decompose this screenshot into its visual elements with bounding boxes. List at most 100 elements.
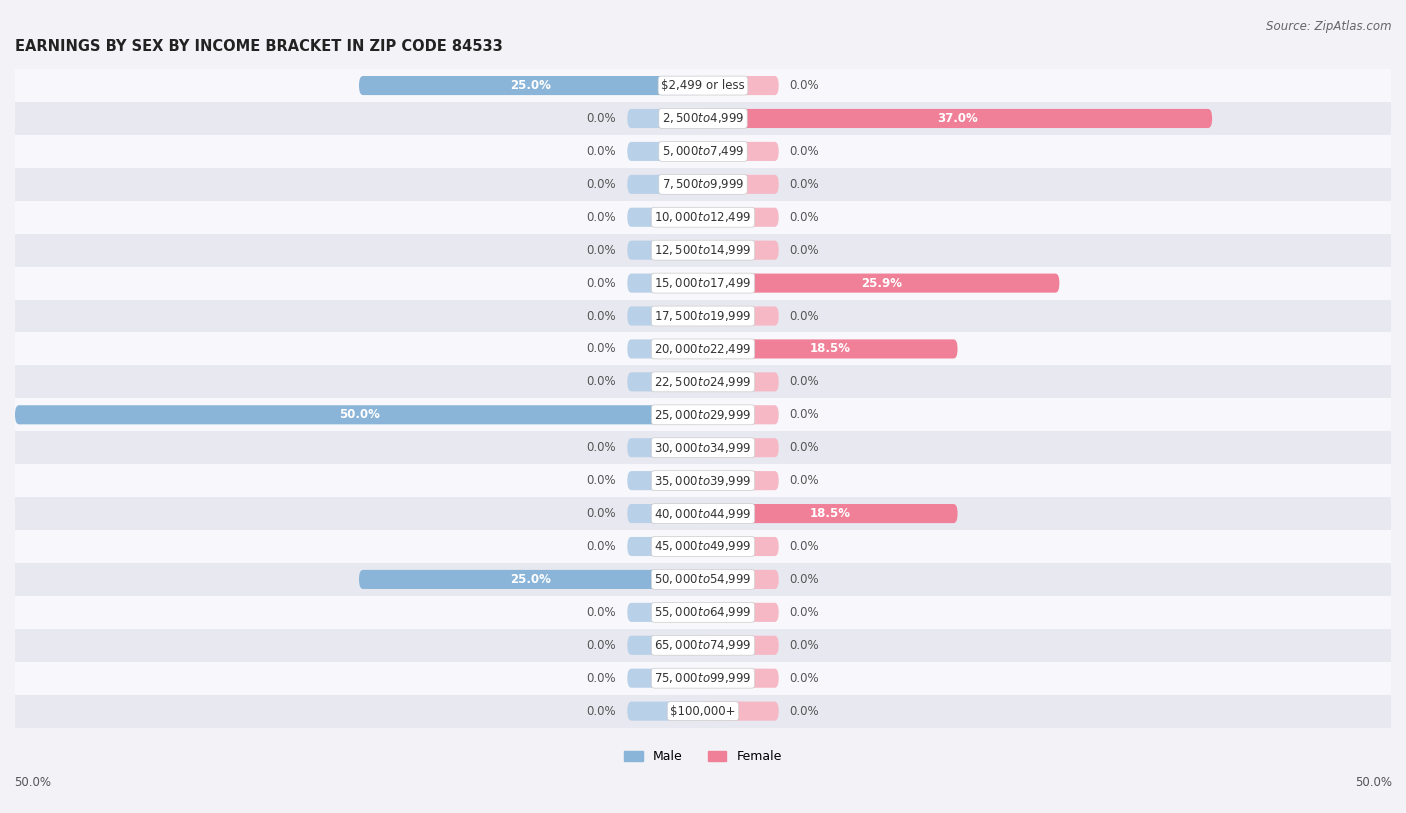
Text: 0.0%: 0.0% <box>586 639 616 652</box>
Text: 0.0%: 0.0% <box>586 705 616 718</box>
Bar <box>15 233 1391 267</box>
Bar <box>15 267 1391 299</box>
Text: 0.0%: 0.0% <box>586 474 616 487</box>
Text: 0.0%: 0.0% <box>790 540 820 553</box>
FancyBboxPatch shape <box>703 109 1212 128</box>
FancyBboxPatch shape <box>627 471 703 490</box>
Bar <box>15 398 1391 431</box>
Text: 0.0%: 0.0% <box>586 342 616 355</box>
FancyBboxPatch shape <box>703 307 779 325</box>
FancyBboxPatch shape <box>703 471 779 490</box>
Bar <box>15 662 1391 694</box>
Text: 0.0%: 0.0% <box>586 507 616 520</box>
FancyBboxPatch shape <box>627 602 703 622</box>
Bar <box>15 563 1391 596</box>
Text: 0.0%: 0.0% <box>790 145 820 158</box>
Text: $35,000 to $39,999: $35,000 to $39,999 <box>654 474 752 488</box>
FancyBboxPatch shape <box>627 668 703 688</box>
Text: 0.0%: 0.0% <box>790 376 820 389</box>
FancyBboxPatch shape <box>703 702 779 720</box>
Text: 0.0%: 0.0% <box>586 441 616 454</box>
FancyBboxPatch shape <box>703 141 779 161</box>
Text: 50.0%: 50.0% <box>339 408 380 421</box>
FancyBboxPatch shape <box>703 372 779 391</box>
Text: $12,500 to $14,999: $12,500 to $14,999 <box>654 243 752 257</box>
FancyBboxPatch shape <box>627 438 703 457</box>
Text: $45,000 to $49,999: $45,000 to $49,999 <box>654 540 752 554</box>
FancyBboxPatch shape <box>627 339 703 359</box>
Text: 0.0%: 0.0% <box>790 573 820 586</box>
Text: $17,500 to $19,999: $17,500 to $19,999 <box>654 309 752 323</box>
FancyBboxPatch shape <box>703 241 779 259</box>
FancyBboxPatch shape <box>627 504 703 523</box>
FancyBboxPatch shape <box>703 339 957 359</box>
Text: 0.0%: 0.0% <box>586 540 616 553</box>
Bar <box>15 628 1391 662</box>
Text: 0.0%: 0.0% <box>790 639 820 652</box>
Text: 18.5%: 18.5% <box>810 507 851 520</box>
Text: $75,000 to $99,999: $75,000 to $99,999 <box>654 672 752 685</box>
FancyBboxPatch shape <box>627 241 703 259</box>
Text: $2,499 or less: $2,499 or less <box>661 79 745 92</box>
Text: $7,500 to $9,999: $7,500 to $9,999 <box>662 177 744 191</box>
Text: $25,000 to $29,999: $25,000 to $29,999 <box>654 408 752 422</box>
FancyBboxPatch shape <box>627 109 703 128</box>
FancyBboxPatch shape <box>627 141 703 161</box>
Text: $65,000 to $74,999: $65,000 to $74,999 <box>654 638 752 652</box>
FancyBboxPatch shape <box>627 273 703 293</box>
Text: $5,000 to $7,499: $5,000 to $7,499 <box>662 145 744 159</box>
FancyBboxPatch shape <box>703 570 779 589</box>
Text: 18.5%: 18.5% <box>810 342 851 355</box>
FancyBboxPatch shape <box>703 537 779 556</box>
Bar <box>15 69 1391 102</box>
Text: 0.0%: 0.0% <box>586 606 616 619</box>
FancyBboxPatch shape <box>703 636 779 654</box>
Bar <box>15 167 1391 201</box>
FancyBboxPatch shape <box>627 372 703 391</box>
Text: 50.0%: 50.0% <box>1355 776 1392 789</box>
FancyBboxPatch shape <box>359 76 703 95</box>
Text: $15,000 to $17,499: $15,000 to $17,499 <box>654 276 752 290</box>
Bar <box>15 299 1391 333</box>
FancyBboxPatch shape <box>359 570 703 589</box>
Legend: Male, Female: Male, Female <box>619 746 787 768</box>
Text: $55,000 to $64,999: $55,000 to $64,999 <box>654 606 752 620</box>
FancyBboxPatch shape <box>627 307 703 325</box>
Text: 0.0%: 0.0% <box>586 112 616 125</box>
Bar <box>15 102 1391 135</box>
Text: $22,500 to $24,999: $22,500 to $24,999 <box>654 375 752 389</box>
Text: 0.0%: 0.0% <box>790 211 820 224</box>
FancyBboxPatch shape <box>703 273 1059 293</box>
Bar <box>15 464 1391 497</box>
Text: 0.0%: 0.0% <box>790 705 820 718</box>
FancyBboxPatch shape <box>703 76 779 95</box>
FancyBboxPatch shape <box>703 405 779 424</box>
FancyBboxPatch shape <box>703 668 779 688</box>
Text: 0.0%: 0.0% <box>790 672 820 685</box>
Text: $30,000 to $34,999: $30,000 to $34,999 <box>654 441 752 454</box>
FancyBboxPatch shape <box>703 438 779 457</box>
Text: 0.0%: 0.0% <box>790 178 820 191</box>
FancyBboxPatch shape <box>627 702 703 720</box>
Bar <box>15 694 1391 728</box>
Text: $100,000+: $100,000+ <box>671 705 735 718</box>
Text: 37.0%: 37.0% <box>938 112 979 125</box>
Text: 0.0%: 0.0% <box>790 79 820 92</box>
Text: Source: ZipAtlas.com: Source: ZipAtlas.com <box>1267 20 1392 33</box>
Text: 0.0%: 0.0% <box>586 276 616 289</box>
Text: 0.0%: 0.0% <box>790 441 820 454</box>
FancyBboxPatch shape <box>703 504 957 523</box>
FancyBboxPatch shape <box>703 207 779 227</box>
Bar <box>15 333 1391 365</box>
Text: $40,000 to $44,999: $40,000 to $44,999 <box>654 506 752 520</box>
Text: 25.9%: 25.9% <box>860 276 901 289</box>
Text: 0.0%: 0.0% <box>586 310 616 323</box>
Bar <box>15 135 1391 167</box>
Text: 0.0%: 0.0% <box>586 376 616 389</box>
Text: 0.0%: 0.0% <box>790 606 820 619</box>
Text: 0.0%: 0.0% <box>790 310 820 323</box>
Bar <box>15 596 1391 628</box>
Text: 0.0%: 0.0% <box>586 145 616 158</box>
Text: 0.0%: 0.0% <box>790 474 820 487</box>
Bar <box>15 365 1391 398</box>
